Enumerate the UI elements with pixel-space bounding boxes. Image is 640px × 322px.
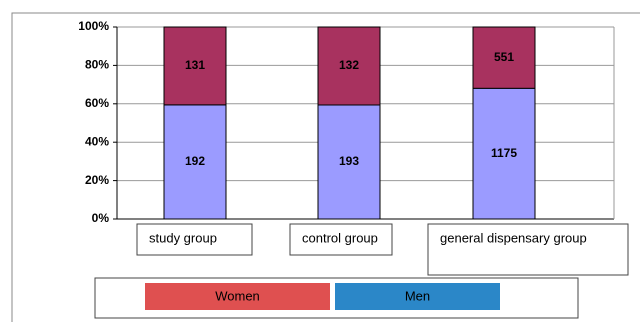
data-label: 131 [185, 58, 205, 72]
bar-segment [472, 26, 536, 89]
legend-swatch [145, 283, 330, 310]
legend-swatch [335, 283, 500, 310]
y-tick-label: 20% [85, 173, 109, 187]
data-label: 192 [185, 154, 205, 168]
y-tick-label: 0% [92, 211, 110, 225]
bar-segment [317, 26, 381, 106]
x-tick-label: study group [149, 230, 217, 245]
bar-segment [472, 87, 536, 220]
frame [11, 12, 640, 322]
bar-segment [317, 104, 381, 220]
y-tick-label: 80% [85, 58, 109, 72]
legend-label: Men [405, 288, 430, 303]
legend-label: Women [215, 288, 260, 303]
bar-segment [163, 26, 227, 106]
data-label: 1175 [491, 146, 517, 160]
y-tick-label: 60% [85, 96, 109, 110]
x-tick-label: general dispensary group [440, 230, 587, 245]
category-box [136, 223, 253, 256]
category-box [289, 223, 393, 256]
x-tick-label: control group [302, 230, 378, 245]
y-tick-label: 100% [78, 19, 109, 33]
data-label: 132 [339, 58, 359, 72]
category-box [427, 223, 629, 276]
data-label: 551 [494, 50, 514, 64]
data-label: 193 [339, 154, 359, 168]
y-tick-label: 40% [85, 134, 109, 148]
